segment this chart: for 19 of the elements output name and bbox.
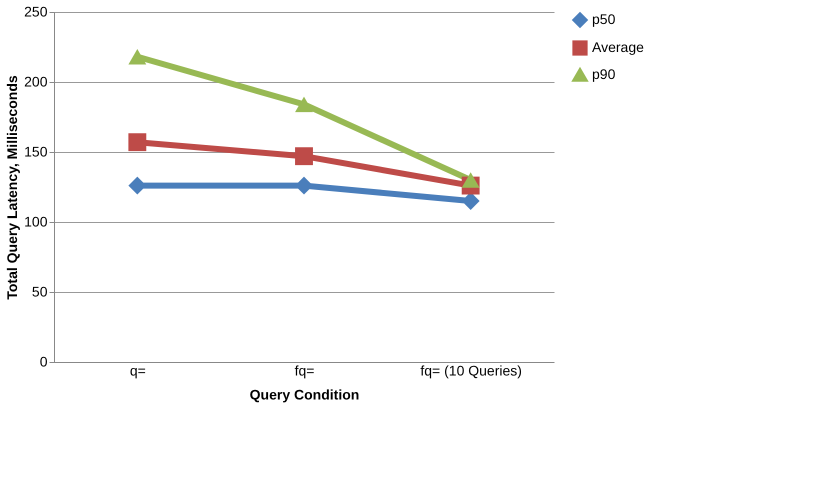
y-tick-label: 50 <box>32 284 48 300</box>
legend-label: p50 <box>592 11 616 27</box>
x-tick-label: fq= (10 Queries) <box>420 362 522 378</box>
x-tick-label: q= <box>130 362 146 378</box>
point <box>295 96 313 112</box>
y-axis-title: Total Query Latency, Milliseconds <box>4 75 20 300</box>
legend-label: Average <box>592 39 644 55</box>
point <box>295 147 313 166</box>
y-tick-label: 100 <box>24 214 48 230</box>
y-tick-label: 0 <box>40 354 48 370</box>
point <box>128 49 146 65</box>
y-tick-label: 250 <box>24 4 48 20</box>
point <box>128 133 146 152</box>
x-axis-title: Query Condition <box>250 386 360 402</box>
legend-label: p90 <box>592 66 616 82</box>
x-tick-label: fq= <box>294 362 314 378</box>
point <box>462 172 480 188</box>
y-tick-label: 150 <box>24 144 48 160</box>
y-tick-label: 200 <box>24 74 48 90</box>
